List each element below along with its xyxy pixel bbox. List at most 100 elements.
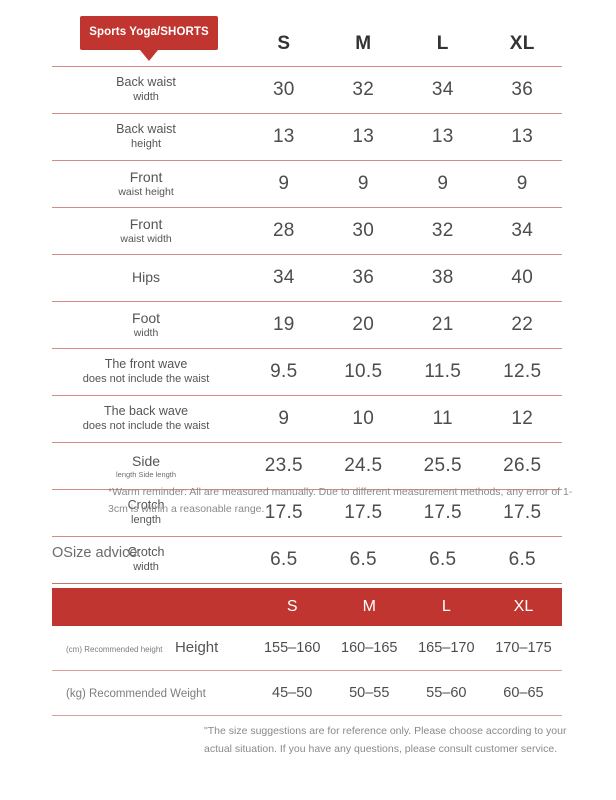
cell-value: 12 [482, 395, 562, 443]
table-row: Front waist width 28 30 32 34 [52, 207, 562, 255]
advice-row-label: Height [174, 639, 219, 656]
advice-row-label-weight: (kg) Recommended Weight [52, 670, 254, 716]
row-label-side-length: Side length Side length [52, 442, 245, 490]
cell-value: 9 [244, 395, 324, 443]
cell-value: 13 [482, 113, 562, 161]
row-label-main: Side [132, 452, 161, 469]
table-row: Back waist width 30 32 34 36 [52, 66, 562, 114]
cell-value: 32 [323, 66, 404, 114]
advice-row-prefix: (cm) Recommended height [66, 645, 163, 654]
table-row: The back wave does not include the waist… [52, 395, 562, 443]
size-advice-table: S M L XL (cm) Recommended height Height … [52, 588, 562, 716]
advice-header-label-cell [52, 588, 254, 626]
row-label-sub: waist height [118, 186, 174, 199]
size-advice-heading: OSize advice: [52, 545, 142, 561]
advice-size-header-m: M [330, 588, 408, 626]
cell-value: 155–160 [253, 626, 331, 671]
row-label-crotch-length: Crotch length [52, 489, 245, 537]
row-label-sub: does not include the waist [82, 372, 210, 385]
row-label-sub: length [131, 513, 162, 526]
size-header-m: M [323, 22, 404, 67]
advice-row-prefix: (kg) Recommended Weight [66, 688, 206, 700]
cell-value: 24.5 [323, 442, 404, 490]
table-row: (kg) Recommended Weight 45–50 50–55 55–6… [52, 670, 562, 716]
row-label-front-waist-width: Front waist width [52, 207, 245, 255]
cell-value: 10.5 [323, 348, 404, 396]
table-row: Foot width 19 20 21 22 [52, 301, 562, 349]
row-label-sub: does not include the waist [82, 419, 210, 432]
cell-value: 20 [323, 301, 404, 349]
product-category-badge-label: Sports Yoga/SHORTS [80, 16, 218, 50]
row-label-sub: waist width [120, 233, 172, 246]
cell-value: 30 [323, 207, 404, 255]
cell-value: 6.5 [323, 536, 404, 584]
advice-size-header-xl: XL [484, 588, 562, 626]
cell-value: 22 [482, 301, 562, 349]
cell-value: 10 [323, 395, 404, 443]
measurement-table: S M L XL Back waist width 30 32 34 36 Ba… [52, 22, 562, 584]
cell-value: 9 [482, 160, 562, 208]
cell-value: 13 [403, 113, 483, 161]
table-row: (cm) Recommended height Height 155–160 1… [52, 626, 562, 671]
row-label-crotch-width: Crotch width [52, 536, 245, 584]
cell-value: 6.5 [244, 536, 324, 584]
cell-value: 9 [323, 160, 404, 208]
cell-value: 36 [482, 66, 562, 114]
size-advice-header-row: S M L XL [52, 588, 562, 626]
row-label-foot-width: Foot width [52, 301, 245, 349]
cell-value: 13 [244, 113, 324, 161]
row-label-back-waist-height: Back waist height [52, 113, 245, 161]
row-label-front-waist-height: Front waist height [52, 160, 245, 208]
table-row: Hips 34 36 38 40 [52, 254, 562, 302]
size-advice-disclaimer: "The size suggestions are for reference … [204, 725, 567, 755]
cell-value: 160–165 [330, 626, 408, 671]
cell-value: 9 [403, 160, 483, 208]
row-label-front-wave: The front wave does not include the wais… [52, 348, 245, 396]
cell-value: 170–175 [484, 626, 562, 671]
row-label-main: Back waist [116, 122, 176, 137]
row-label-sub: width [133, 90, 159, 103]
row-label-main: The front wave [104, 357, 188, 372]
row-label-main: Hips [132, 269, 161, 286]
cell-value: 50–55 [330, 670, 408, 716]
cell-value: 23.5 [244, 442, 324, 490]
row-label-main: Crotch [127, 545, 165, 560]
cell-value: 9 [244, 160, 324, 208]
row-label-sub: length Side length [116, 470, 177, 480]
cell-value: 6.5 [403, 536, 483, 584]
row-label-main: Front [129, 215, 163, 232]
size-header-s: S [244, 22, 324, 67]
cell-value: 11 [403, 395, 483, 443]
row-label-hips: Hips [52, 254, 245, 302]
cell-value: 34 [244, 254, 324, 302]
table-row: Front waist height 9 9 9 9 [52, 160, 562, 208]
row-label-main: Foot [132, 309, 161, 326]
advice-row-label-height: (cm) Recommended height Height [52, 626, 254, 671]
cell-value: 34 [482, 207, 562, 255]
cell-value: 17.5 [482, 489, 562, 537]
cell-value: 28 [244, 207, 324, 255]
row-label-main: Crotch [127, 498, 165, 513]
cell-value: 17.5 [403, 489, 483, 537]
cell-value: 25.5 [403, 442, 483, 490]
cell-value: 26.5 [482, 442, 562, 490]
cell-value: 34 [403, 66, 483, 114]
cell-value: 36 [323, 254, 404, 302]
cell-value: 13 [323, 113, 404, 161]
row-label-main: The back wave [104, 404, 189, 419]
cell-value: 17.5 [323, 489, 404, 537]
row-label-sub: width [133, 327, 159, 340]
advice-size-header-l: L [407, 588, 485, 626]
cell-value: 9.5 [244, 348, 324, 396]
cell-value: 165–170 [407, 626, 485, 671]
cell-value: 17.5 [244, 489, 324, 537]
table-row: Crotch width 6.5 6.5 6.5 6.5 [52, 536, 562, 584]
product-category-badge: Sports Yoga/SHORTS [80, 16, 218, 61]
row-label-main: Back waist [116, 75, 176, 90]
row-label-sub: width [133, 560, 159, 573]
cell-value: 6.5 [482, 536, 562, 584]
table-row: Back waist height 13 13 13 13 [52, 113, 562, 161]
cell-value: 21 [403, 301, 483, 349]
row-label-main: Front [129, 168, 163, 185]
cell-value: 45–50 [253, 670, 331, 716]
